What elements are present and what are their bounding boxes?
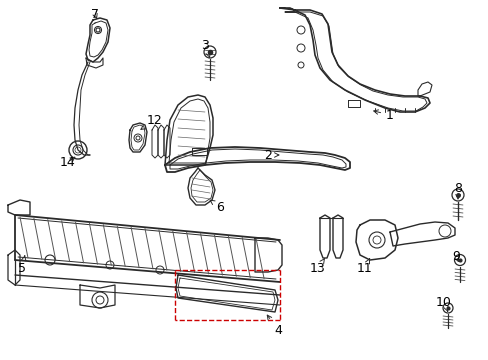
Text: 3: 3: [201, 39, 210, 57]
Text: 14: 14: [60, 156, 76, 168]
Text: 5: 5: [18, 256, 26, 275]
Text: 10: 10: [435, 296, 451, 311]
Text: 13: 13: [309, 258, 325, 275]
Text: 4: 4: [267, 315, 282, 337]
Text: 6: 6: [210, 200, 224, 213]
Text: 2: 2: [264, 149, 278, 162]
Text: 8: 8: [453, 181, 461, 199]
Text: 7: 7: [91, 8, 99, 21]
Text: 9: 9: [451, 249, 459, 262]
Text: 11: 11: [356, 258, 372, 275]
Text: 12: 12: [141, 113, 163, 129]
Text: 1: 1: [373, 108, 393, 122]
